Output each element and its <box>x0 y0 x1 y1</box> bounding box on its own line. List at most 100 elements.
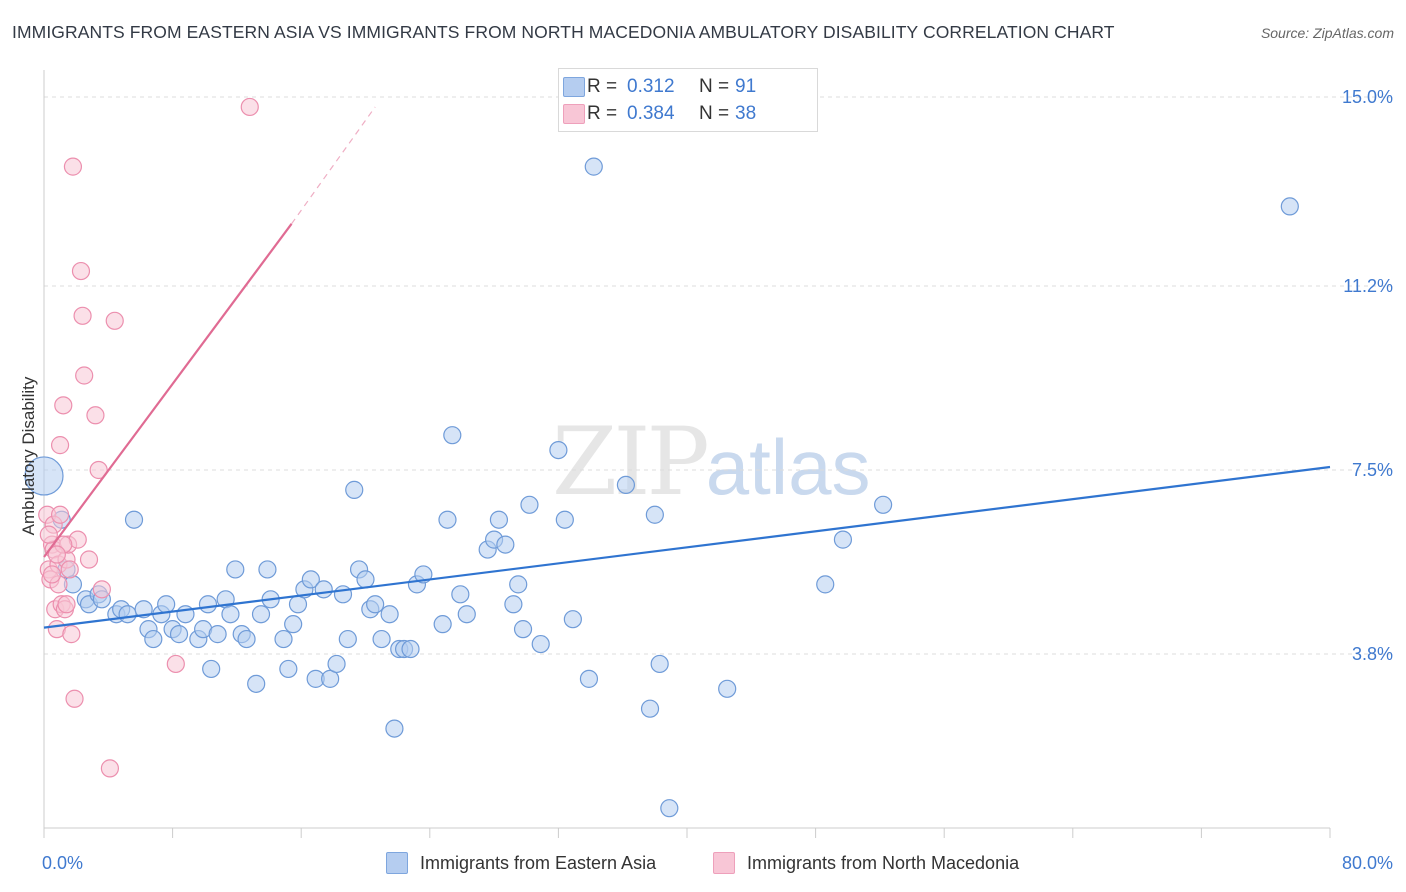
data-point-eastern-asia <box>645 505 664 524</box>
data-point-eastern-asia <box>584 157 603 176</box>
data-point-eastern-asia <box>385 719 404 738</box>
data-point-north-macedonia <box>39 525 58 544</box>
y-axis-title: Ambulatory Disability <box>19 376 38 535</box>
data-point-north-macedonia <box>92 580 111 599</box>
data-point-eastern-asia <box>833 530 853 549</box>
legend-n-label: N = <box>699 76 730 97</box>
watermark: ZIPatlas <box>552 408 870 517</box>
data-point-eastern-asia <box>221 605 240 624</box>
series-north-macedonia-points <box>38 97 259 778</box>
bottom-legend-label: Immigrants from North Macedonia <box>747 852 1020 873</box>
bottom-legend-swatch-blue <box>386 852 408 874</box>
bottom-legend-label: Immigrants from Eastern Asia <box>420 852 657 873</box>
data-point-eastern-asia <box>134 600 153 619</box>
data-point-eastern-asia <box>366 595 385 614</box>
data-point-eastern-asia <box>509 575 528 594</box>
data-point-eastern-asia <box>616 475 636 495</box>
data-point-eastern-asia <box>208 625 227 644</box>
data-point-eastern-asia <box>457 605 476 624</box>
watermark-atlas: atlas <box>705 423 871 511</box>
bottom-legend-swatch-pink <box>713 852 735 874</box>
data-point-north-macedonia <box>65 689 84 708</box>
data-point-north-macedonia <box>63 157 83 176</box>
data-point-eastern-asia <box>372 629 391 649</box>
data-point-eastern-asia <box>640 699 660 718</box>
data-point-eastern-asia <box>1280 197 1299 216</box>
data-point-north-macedonia <box>89 460 108 480</box>
data-point-eastern-asia <box>563 610 582 629</box>
data-point-north-macedonia <box>75 366 94 385</box>
legend-n-value: 38 <box>735 103 757 124</box>
trendline-eastern-asia <box>43 465 1331 629</box>
legend-r-value: 0.312 <box>627 76 675 97</box>
data-point-eastern-asia <box>279 659 298 679</box>
trendlines <box>43 106 1331 629</box>
data-point-eastern-asia <box>157 595 176 614</box>
data-point-eastern-asia <box>489 510 509 529</box>
series-eastern-asia-points <box>24 157 1299 818</box>
watermark-zip: ZIP <box>552 408 710 517</box>
legend-swatch-pink <box>563 104 585 124</box>
legend-n-value: 91 <box>735 76 757 97</box>
data-point-eastern-asia <box>438 510 457 529</box>
data-point-north-macedonia <box>86 406 105 425</box>
data-point-north-macedonia <box>240 97 259 117</box>
data-point-eastern-asia <box>333 585 353 604</box>
data-point-eastern-asia <box>202 659 221 679</box>
data-point-north-macedonia <box>73 306 92 325</box>
data-point-eastern-asia <box>258 560 277 579</box>
data-point-eastern-asia <box>237 629 256 649</box>
data-point-eastern-asia <box>226 560 245 579</box>
y-tick-label: 3.8% <box>1352 644 1393 664</box>
data-point-eastern-asia <box>549 440 568 460</box>
data-point-north-macedonia <box>42 565 62 584</box>
data-point-north-macedonia <box>57 595 76 614</box>
axes <box>43 70 1331 838</box>
data-point-eastern-asia <box>874 495 893 514</box>
data-point-eastern-asia <box>579 669 599 688</box>
data-point-eastern-asia <box>24 456 64 496</box>
data-point-eastern-asia <box>520 495 539 514</box>
bottom-legend-eastern-asia: Immigrants from Eastern Asia <box>386 852 656 874</box>
data-point-north-macedonia <box>105 311 124 330</box>
data-point-north-macedonia <box>166 654 185 674</box>
data-point-north-macedonia <box>47 545 66 564</box>
data-point-eastern-asia <box>144 629 163 649</box>
data-point-eastern-asia <box>433 615 452 634</box>
data-point-north-macedonia <box>62 625 81 644</box>
data-point-eastern-asia <box>555 510 574 529</box>
data-point-eastern-asia <box>301 570 320 589</box>
data-point-eastern-asia <box>356 570 375 589</box>
y-tick-label: 11.2% <box>1343 276 1393 296</box>
data-point-eastern-asia <box>274 629 293 649</box>
data-point-eastern-asia <box>169 625 189 644</box>
stats-legend: R = 0.312 N = 91 R = 0.384 N = 38 <box>558 68 818 132</box>
legend-r-label: R = <box>587 103 618 124</box>
tick-labels: 3.8% 7.5% 11.2% 15.0% 0.0% 80.0% Ambulatory Di… <box>19 87 1393 873</box>
trendline-north-macedonia <box>43 223 293 558</box>
data-point-eastern-asia <box>531 634 550 654</box>
data-point-eastern-asia <box>660 799 679 818</box>
y-tick-label: 15.0% <box>1342 87 1393 107</box>
legend-row-eastern-asia: R = 0.312 N = 91 <box>563 75 757 99</box>
data-point-eastern-asia <box>816 575 835 594</box>
gridlines <box>44 96 1394 655</box>
data-point-north-macedonia <box>50 436 70 455</box>
data-point-north-macedonia <box>60 560 79 579</box>
data-point-eastern-asia <box>198 595 218 614</box>
data-point-eastern-asia <box>504 595 523 614</box>
data-point-eastern-asia <box>251 605 271 624</box>
data-point-north-macedonia <box>50 505 70 524</box>
legend-r-label: R = <box>587 76 618 97</box>
data-point-north-macedonia <box>54 396 73 415</box>
bottom-legend-north-macedonia: Immigrants from North Macedonia <box>713 852 1019 874</box>
data-point-eastern-asia <box>284 615 303 634</box>
x-tick-label: 0.0% <box>42 853 83 873</box>
x-tick-label: 80.0% <box>1342 853 1393 873</box>
data-point-eastern-asia <box>380 605 399 624</box>
data-point-eastern-asia <box>345 480 364 499</box>
data-point-eastern-asia <box>247 674 266 693</box>
data-point-eastern-asia <box>451 585 470 604</box>
data-point-eastern-asia <box>513 620 533 639</box>
